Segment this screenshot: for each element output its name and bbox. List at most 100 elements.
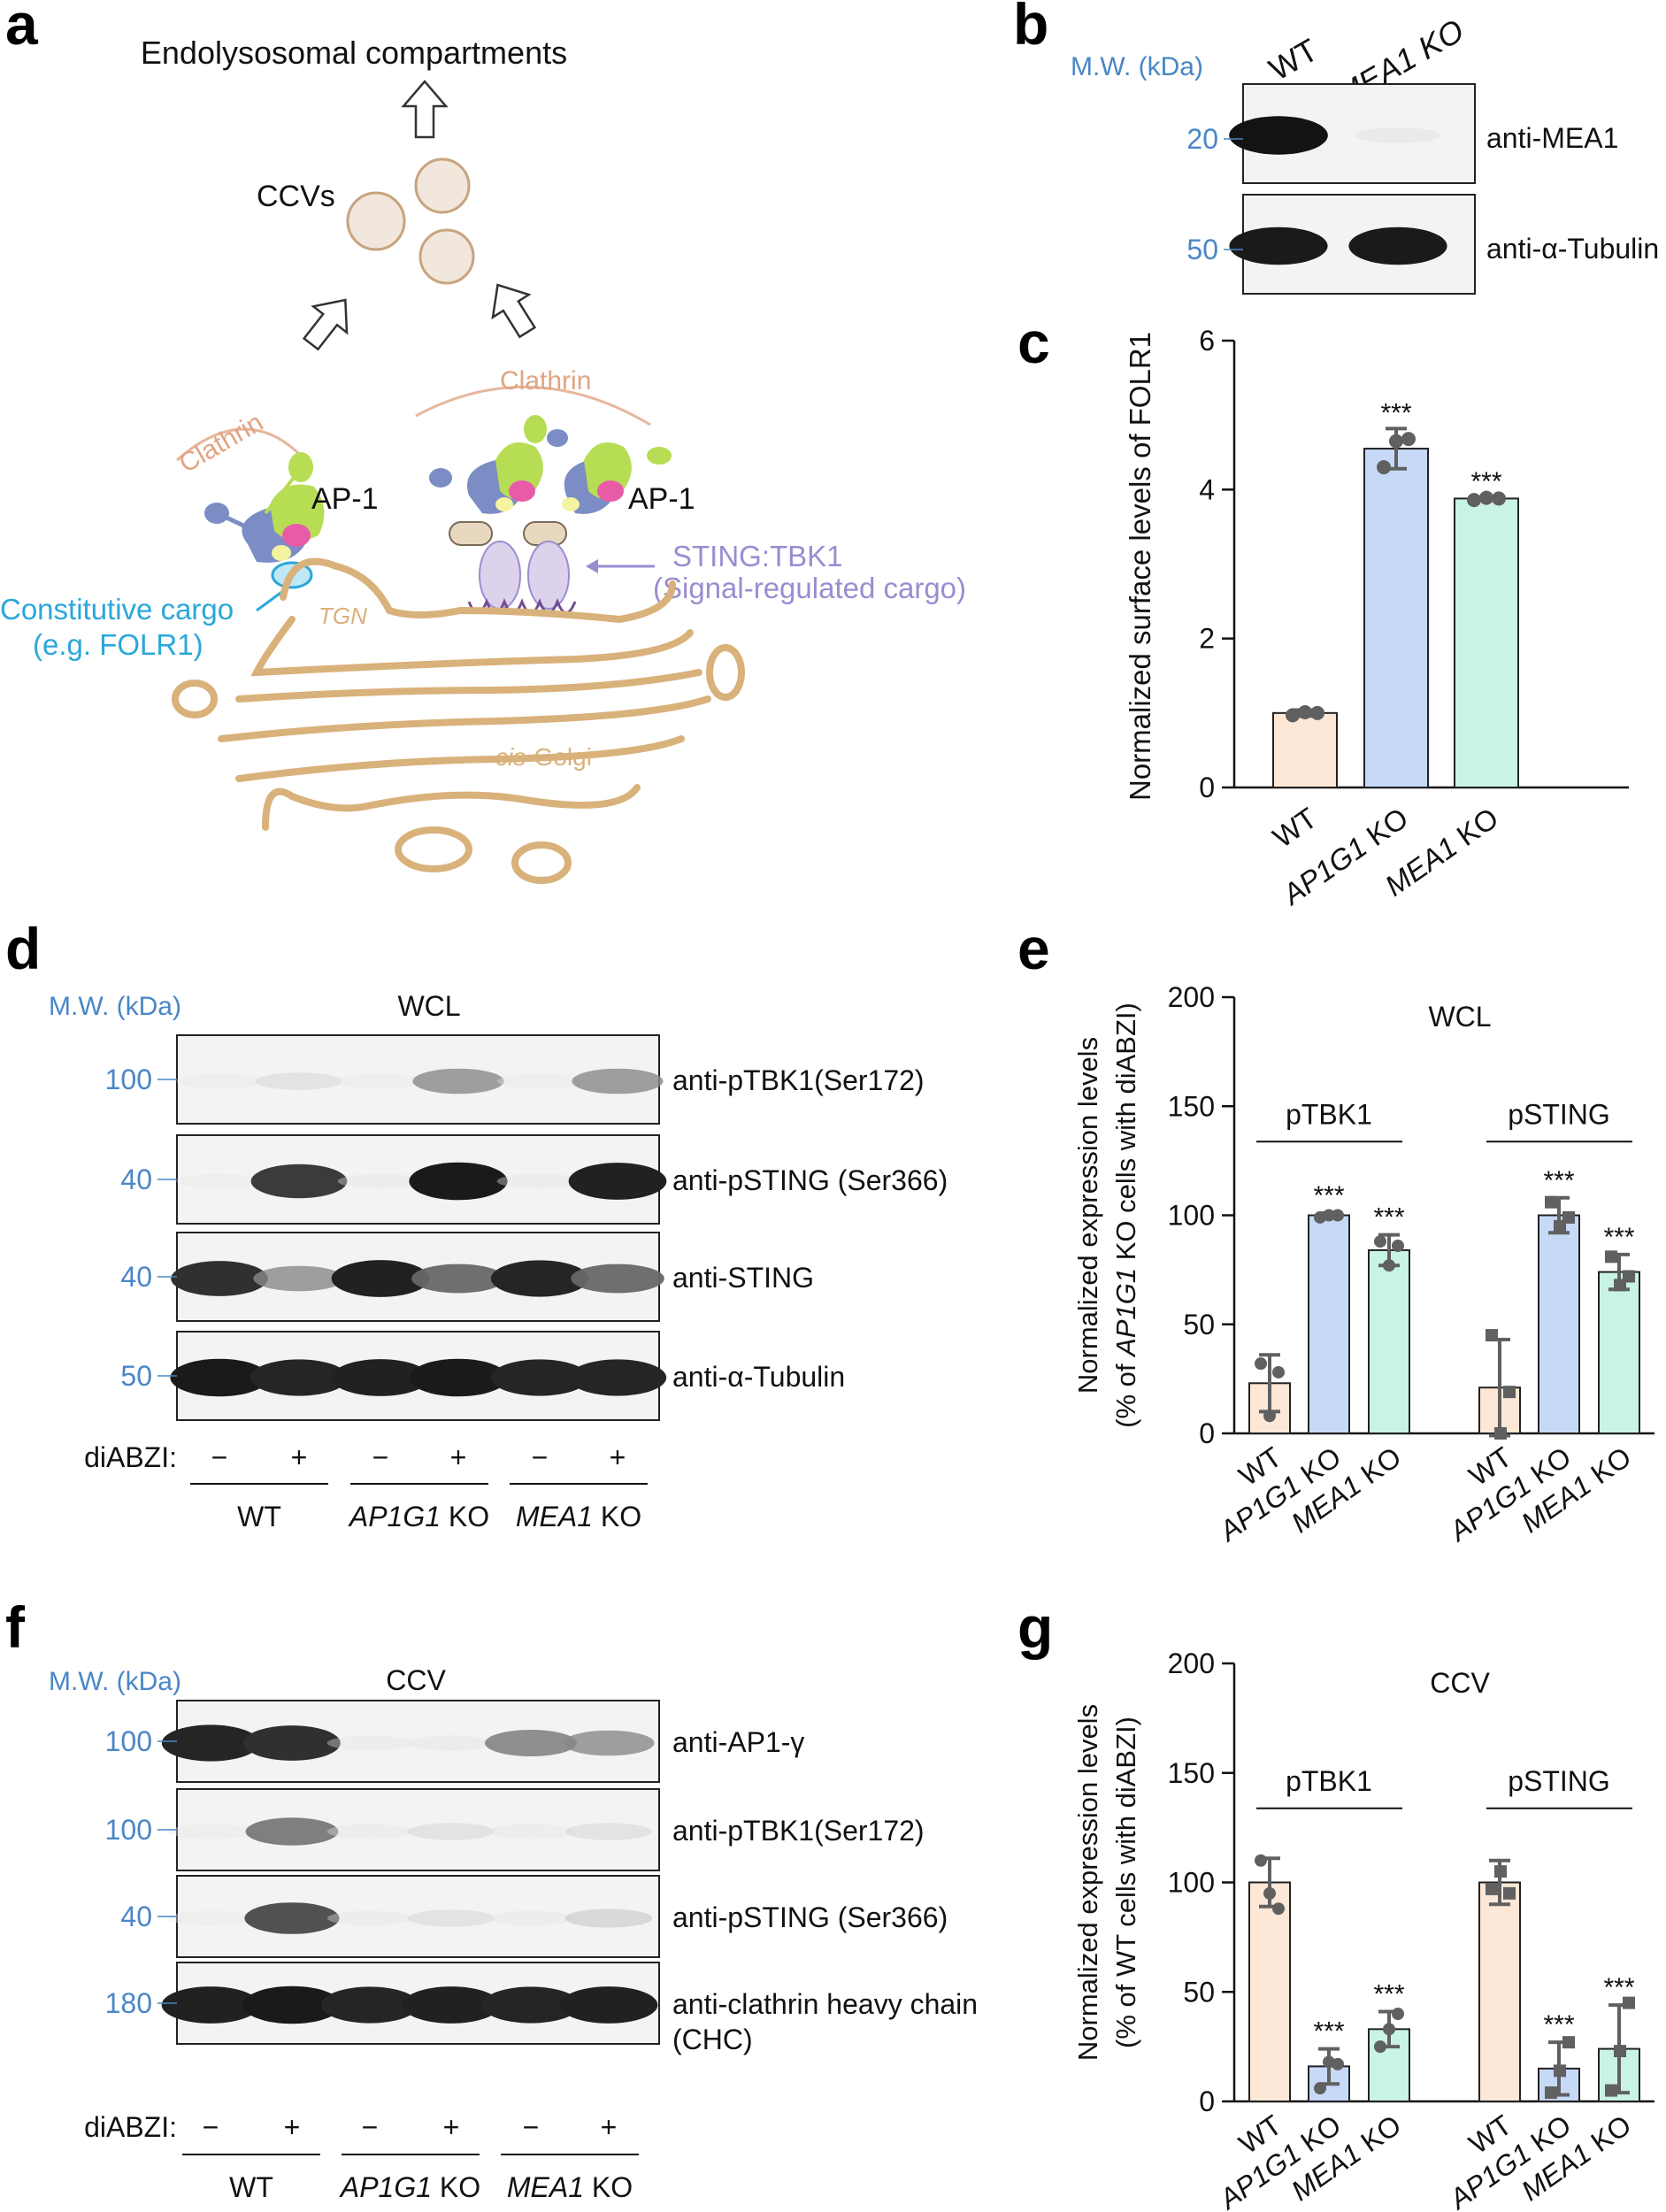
data-point xyxy=(1323,1209,1335,1222)
mw-header: M.W. (kDa) xyxy=(1071,52,1203,81)
significance-label: *** xyxy=(1543,1166,1574,1195)
group-label: AP1G1 KO xyxy=(348,1501,489,1532)
blot-band xyxy=(242,1985,342,2024)
treatment-label: diABZI: xyxy=(84,1441,177,1473)
blot-band xyxy=(411,1263,505,1294)
antibody-label: anti-pSTING (Ser366) xyxy=(672,1164,948,1196)
data-point xyxy=(1486,1329,1498,1342)
panel-label-c: c xyxy=(1017,310,1050,375)
data-point xyxy=(1492,491,1506,506)
data-point xyxy=(1392,1240,1404,1253)
treatment-label: diABZI: xyxy=(84,2111,177,2143)
treatment-sign: − xyxy=(203,2111,219,2143)
data-point xyxy=(1605,2084,1617,2097)
significance-label: *** xyxy=(1373,1203,1404,1233)
mw-marker-label: 100 xyxy=(105,1814,152,1846)
antibody-label: anti-MEA1 xyxy=(1486,122,1618,154)
y-tick-label: 150 xyxy=(1168,1090,1215,1122)
data-point xyxy=(1383,1259,1395,1272)
blot-band xyxy=(170,1358,269,1397)
blot-band xyxy=(161,1724,260,1762)
mw-marker-label: 40 xyxy=(120,1901,152,1932)
data-point xyxy=(1314,2082,1326,2095)
antibody-label: anti-clathrin heavy chain xyxy=(672,1988,978,2020)
data-point xyxy=(1374,1235,1386,1248)
treatment-sign: + xyxy=(450,1441,467,1473)
data-point xyxy=(1623,1996,1635,2009)
group-label: pSTING xyxy=(1508,1098,1610,1130)
blot-band xyxy=(326,1824,413,1839)
bar xyxy=(1478,1881,1521,2102)
data-point xyxy=(1310,705,1324,720)
treatment-sign: + xyxy=(291,1441,308,1473)
blot-band xyxy=(409,1358,508,1397)
blot-band xyxy=(331,1260,430,1297)
mw-marker-label: 100 xyxy=(105,1064,152,1095)
treatment-sign: + xyxy=(443,2111,460,2143)
blot-band xyxy=(243,1725,341,1761)
blot-band xyxy=(337,1073,424,1089)
treatment-sign: − xyxy=(523,2111,540,2143)
group-label-suffix: KO xyxy=(441,1501,489,1532)
blot-band xyxy=(161,1986,260,2024)
treatment-sign: − xyxy=(362,2111,379,2143)
arrow-up-icon xyxy=(491,283,537,339)
mw-marker-label: 40 xyxy=(120,1164,152,1195)
treatment-sign: − xyxy=(211,1441,228,1473)
blot-band xyxy=(568,1163,667,1200)
arrow-up-icon xyxy=(302,298,349,351)
data-point xyxy=(1494,1865,1507,1878)
panel-label-a: a xyxy=(5,0,39,57)
blot-band xyxy=(481,1986,580,2024)
data-point xyxy=(1332,1209,1344,1222)
blot-band xyxy=(253,1265,345,1292)
group-label-suffix: KO xyxy=(432,2171,480,2203)
antibody-label: anti-AP1-γ xyxy=(672,1726,804,1758)
y-tick-label: 6 xyxy=(1199,325,1215,357)
significance-label: *** xyxy=(1603,1223,1634,1252)
data-point xyxy=(1286,708,1300,723)
y-axis-label-line1: Normalized expression levels xyxy=(1072,1037,1103,1394)
data-point xyxy=(1554,2064,1566,2078)
cargo-pointer xyxy=(256,589,284,612)
panel-label-g: g xyxy=(1017,1594,1053,1660)
data-point xyxy=(1503,1886,1516,1900)
data-point xyxy=(1255,1357,1267,1371)
data-point xyxy=(1545,1195,1557,1209)
fraction-label: WCL xyxy=(397,990,460,1022)
blot-band xyxy=(1229,116,1328,155)
mw-marker-label: 180 xyxy=(105,1987,152,2019)
antibody-label: anti-pSTING (Ser366) xyxy=(672,1901,948,1933)
data-point xyxy=(1623,1270,1635,1283)
ccv-vesicles xyxy=(346,157,475,285)
ap1-complex-right xyxy=(429,415,672,614)
y-axis-label-line2: (% of WT cells with diABZI) xyxy=(1110,1717,1141,2048)
y-tick-label: 0 xyxy=(1199,772,1215,803)
group-label-gene: MEA1 xyxy=(507,2171,584,2203)
blot-band xyxy=(331,1359,430,1396)
ap1-label-left: AP-1 xyxy=(311,482,379,516)
group-label: MEA1 KO xyxy=(507,2171,633,2203)
blot-band xyxy=(490,1260,589,1297)
blot-band xyxy=(572,1068,664,1094)
chart-title: WCL xyxy=(1428,1001,1491,1033)
group-label: AP1G1 KO xyxy=(339,2171,480,2203)
data-point xyxy=(1332,2057,1344,2070)
data-point xyxy=(1389,434,1403,449)
data-point xyxy=(1374,2040,1386,2054)
y-tick-label: 50 xyxy=(1183,1976,1215,2008)
blot-band xyxy=(337,1173,424,1189)
bar xyxy=(1308,1214,1350,1434)
blot-band xyxy=(565,1823,652,1840)
blot-band xyxy=(408,1909,495,1927)
blot-band xyxy=(176,1073,263,1089)
blot-band xyxy=(326,1735,413,1751)
blot-band xyxy=(409,1162,508,1201)
data-point xyxy=(1392,2008,1404,2020)
blot-band xyxy=(256,1072,342,1090)
y-axis-label-line2: (% of AP1G1 KO cells with diABZI) xyxy=(1110,1002,1141,1428)
bar xyxy=(1363,448,1429,788)
data-point xyxy=(1562,2036,1575,2049)
